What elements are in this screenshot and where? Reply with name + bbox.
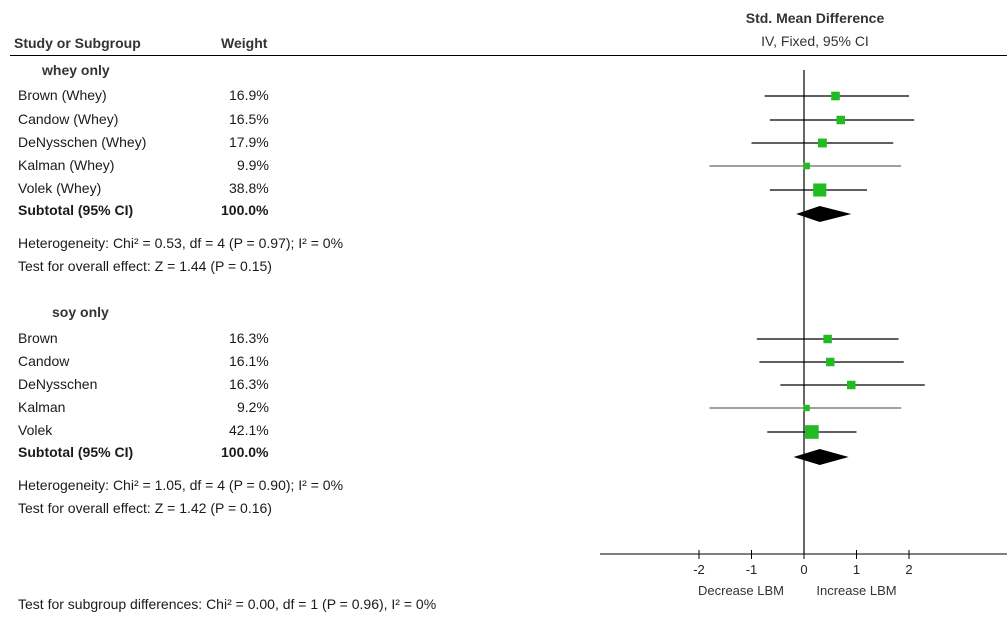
study-weight: 17.9% (229, 134, 269, 150)
study-weight: 16.1% (229, 353, 269, 369)
header-rule (10, 55, 1007, 56)
study-weight: 38.8% (229, 180, 269, 196)
point-estimate (805, 425, 819, 439)
x-tick-label: 0 (800, 562, 807, 577)
study-label: Candow (Whey) (18, 111, 118, 127)
study-weight: 16.5% (229, 111, 269, 127)
point-estimate (803, 163, 810, 170)
point-estimate (831, 92, 840, 101)
point-estimate (813, 183, 826, 196)
subgroup-differences-text: Test for subgroup differences: Chi² = 0.… (18, 596, 436, 612)
heterogeneity-text: Heterogeneity: Chi² = 0.53, df = 4 (P = … (18, 235, 343, 251)
subtotal-diamond (794, 449, 849, 465)
study-label: Kalman (Whey) (18, 157, 114, 173)
effect-title: Std. Mean Difference (740, 10, 890, 26)
study-label: DeNysschen (18, 376, 97, 392)
study-weight: 16.9% (229, 87, 269, 103)
study-weight: 16.3% (229, 376, 269, 392)
subtotal-weight: 100.0% (221, 202, 268, 218)
study-weight: 9.2% (237, 399, 269, 415)
study-label: Kalman (18, 399, 65, 415)
study-label: Volek (18, 422, 52, 438)
x-tick-label: 1 (853, 562, 860, 577)
study-weight: 9.9% (237, 157, 269, 173)
heterogeneity-text: Heterogeneity: Chi² = 1.05, df = 4 (P = … (18, 477, 343, 493)
subtotal-diamond (796, 206, 851, 222)
point-estimate (803, 405, 809, 411)
point-estimate (823, 335, 831, 343)
effect-method: IV, Fixed, 95% CI (740, 33, 890, 49)
study-label: DeNysschen (Whey) (18, 134, 146, 150)
point-estimate (836, 116, 845, 125)
study-label: Brown (Whey) (18, 87, 107, 103)
study-label: Brown (18, 330, 58, 346)
subtotal-label: Subtotal (95% CI) (18, 444, 133, 460)
study-column-header: Study or Subgroup (14, 35, 141, 51)
subtotal-weight: 100.0% (221, 444, 268, 460)
study-label: Candow (18, 353, 69, 369)
x-tick-label: 2 (905, 562, 912, 577)
study-weight: 16.3% (229, 330, 269, 346)
point-estimate (847, 381, 855, 389)
x-tick-label: -2 (693, 562, 705, 577)
point-estimate (826, 358, 834, 366)
overall-effect-text: Test for overall effect: Z = 1.44 (P = 0… (18, 258, 272, 274)
study-weight: 42.1% (229, 422, 269, 438)
group-title: soy only (52, 304, 109, 320)
favours-left-label: Decrease LBM (698, 583, 784, 598)
study-label: Volek (Whey) (18, 180, 101, 196)
point-estimate (818, 139, 827, 148)
favours-right-label: Increase LBM (816, 583, 896, 598)
group-title: whey only (42, 62, 110, 78)
x-tick-label: -1 (746, 562, 758, 577)
weight-column-header: Weight (221, 35, 267, 51)
overall-effect-text: Test for overall effect: Z = 1.42 (P = 0… (18, 500, 272, 516)
subtotal-label: Subtotal (95% CI) (18, 202, 133, 218)
